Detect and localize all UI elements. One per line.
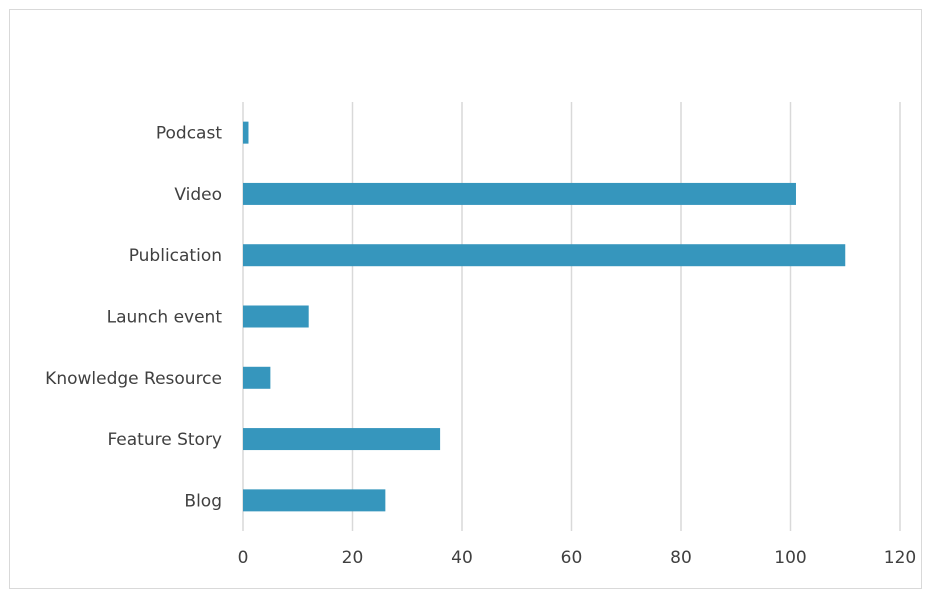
- category-label: Knowledge Resource: [45, 369, 222, 389]
- bar-blog: [243, 489, 386, 512]
- bars: [243, 121, 846, 512]
- bar-podcast: [243, 121, 249, 144]
- bar-publication: [243, 244, 846, 267]
- x-tick-label: 120: [884, 548, 916, 568]
- x-tick-label: 40: [451, 548, 473, 568]
- chart-frame: [9, 9, 922, 589]
- x-tick-label: 80: [670, 548, 692, 568]
- bar-feature-story: [243, 428, 441, 451]
- x-tick-label: 20: [342, 548, 364, 568]
- category-label: Feature Story: [107, 430, 222, 450]
- bar-knowledge-resource: [243, 366, 271, 389]
- x-tick-label: 60: [561, 548, 583, 568]
- bar-video: [243, 182, 796, 205]
- bar-launch-event: [243, 305, 309, 328]
- category-label: Video: [174, 185, 222, 205]
- x-tick-label: 0: [238, 548, 249, 568]
- category-label: Blog: [184, 491, 222, 511]
- category-label: Podcast: [156, 124, 222, 144]
- category-label: Publication: [129, 246, 222, 266]
- category-labels: Podcast Video Publication Launch event Knowl…: [45, 124, 222, 512]
- gridlines: [242, 102, 901, 531]
- category-label: Launch event: [107, 308, 223, 328]
- x-tick-labels: 0 20 40 60 80 100 120: [238, 548, 917, 568]
- x-tick-label: 100: [774, 548, 806, 568]
